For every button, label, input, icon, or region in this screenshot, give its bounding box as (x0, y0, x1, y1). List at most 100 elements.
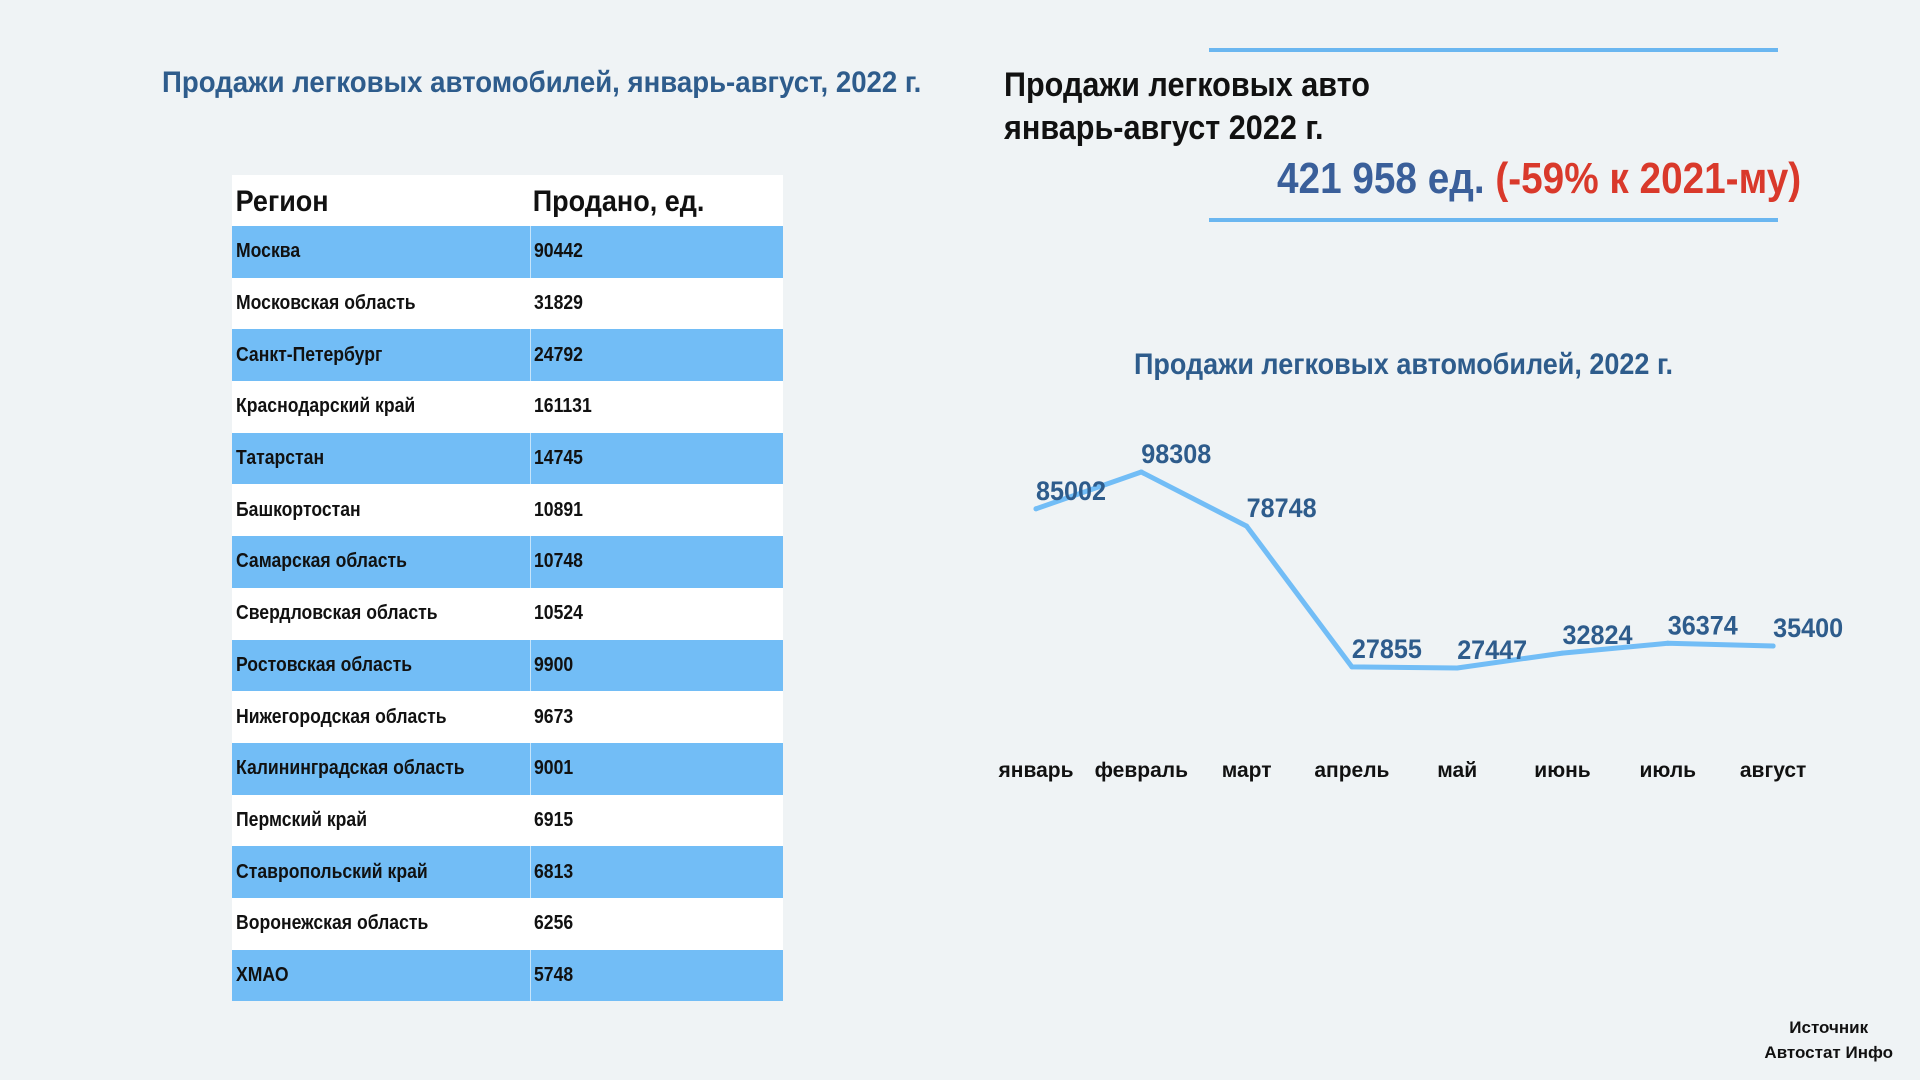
summary-value: 421 958 ед. (-59% к 2021-му) (1277, 154, 1801, 204)
sold-cell: 6813 (530, 846, 579, 898)
data-label: 27855 (1352, 634, 1422, 664)
table-row: Ставропольский край 6813 (232, 846, 783, 898)
sold-cell: 6256 (530, 897, 579, 950)
data-point (1138, 469, 1144, 475)
table-row: Краснодарский край 161131 (232, 381, 783, 433)
data-label: 35400 (1773, 613, 1843, 643)
x-tick-label: май (1437, 759, 1477, 782)
region-cell: Ставропольский край (232, 846, 530, 898)
table-body: Москва 90442 Московская область 31829 Санкт-… (232, 226, 783, 1002)
sold-cell: 10524 (530, 587, 590, 640)
region-name: ХМАО (236, 963, 289, 986)
summary-title-line1: Продажи легковых авто (1004, 66, 1370, 104)
data-point (1033, 506, 1039, 512)
region-cell: Самарская область (232, 536, 530, 588)
sold-value: 161131 (534, 395, 592, 418)
region-cell: Нижегородская область (232, 691, 530, 743)
sold-value: 10891 (534, 498, 583, 521)
header-region: Регион (235, 185, 329, 218)
x-tick-label: июнь (1534, 759, 1591, 782)
regional-sales-table: Регион Продано, ед. Москва 90442 Московска… (232, 175, 783, 1002)
data-point (1454, 665, 1460, 671)
region-name: Татарстан (236, 447, 325, 470)
table-row: Татарстан 14745 (232, 432, 783, 485)
table-row: Ростовская область 9900 (232, 639, 783, 692)
data-point (1665, 640, 1671, 646)
table-row: Калининградская область 9001 (232, 742, 783, 795)
table-row: ХМАО 5748 (232, 949, 783, 1002)
sold-cell: 9673 (530, 691, 579, 743)
sold-cell: 5748 (530, 949, 579, 1002)
change-vs-2021: (-59% к 2021-му) (1495, 154, 1802, 203)
data-label: 78748 (1247, 493, 1317, 523)
data-label: 27447 (1457, 635, 1527, 665)
sold-cell: 9900 (530, 639, 579, 692)
sales-series-line (1033, 469, 1776, 671)
sold-cell: 10748 (530, 536, 590, 588)
region-cell: Краснодарский край (232, 381, 530, 433)
region-name: Нижегородская область (236, 705, 447, 728)
sold-value: 10748 (534, 550, 583, 573)
region-name: Башкортостан (236, 498, 361, 521)
table-row: Самарская область 10748 (232, 536, 783, 588)
table-row: Московская область 31829 (232, 277, 783, 330)
source-note: Источник Автостат Инфо (1764, 1015, 1893, 1065)
bottom-divider (1209, 218, 1778, 222)
region-cell: Башкортостан (232, 484, 530, 536)
sold-value: 6256 (534, 912, 574, 935)
table-header: Регион Продано, ед. (232, 175, 783, 226)
summary-title: Продажи легковых авто январь-август 2022… (1004, 64, 1370, 150)
region-cell: Ростовская область (232, 640, 530, 692)
region-name: Воронежская область (236, 912, 429, 935)
sold-cell: 90442 (530, 226, 590, 278)
table-row: Свердловская область 10524 (232, 587, 783, 640)
header-sold: Продано, ед. (532, 185, 705, 218)
region-cell: Свердловская область (232, 588, 530, 640)
source-label: Источник (1789, 1018, 1869, 1037)
sold-value: 6813 (534, 860, 574, 883)
sold-cell: 9001 (530, 742, 579, 795)
sold-cell: 6915 (530, 794, 579, 847)
sold-value: 24792 (534, 343, 583, 366)
sold-value: 90442 (534, 240, 583, 263)
region-name: Пермский край (236, 808, 368, 831)
chart-title: Продажи легковых автомобилей, 2022 г. (1134, 348, 1673, 381)
region-cell: Московская область (232, 278, 530, 330)
x-tick-label: июль (1640, 759, 1697, 782)
data-label: 36374 (1668, 610, 1738, 640)
sold-value: 9673 (534, 705, 574, 728)
region-cell: ХМАО (232, 950, 530, 1002)
x-tick-label: апрель (1314, 759, 1389, 782)
sold-cell: 31829 (530, 277, 590, 330)
table-row: Москва 90442 (232, 226, 783, 278)
region-name: Московская область (236, 292, 416, 315)
x-tick-label: август (1740, 759, 1806, 782)
total-units: 421 958 ед. (1277, 154, 1485, 203)
data-point (1244, 523, 1250, 529)
data-point (1560, 650, 1565, 656)
data-label: 98308 (1141, 439, 1211, 469)
region-name: Свердловская область (236, 602, 438, 625)
sold-value: 5748 (534, 963, 574, 986)
region-name: Москва (236, 240, 301, 263)
region-name: Ростовская область (236, 653, 413, 676)
sold-value: 14745 (534, 447, 583, 470)
sold-cell: 10891 (530, 484, 590, 537)
sold-value: 10524 (534, 602, 583, 625)
x-tick-label: март (1222, 759, 1272, 782)
source-name: Автостат Инфо (1764, 1043, 1893, 1062)
region-name: Калининградская область (236, 757, 465, 780)
sold-cell: 161131 (530, 381, 600, 433)
x-tick-label: январь (998, 759, 1074, 782)
top-divider (1209, 48, 1778, 52)
table-row: Санкт-Петербург 24792 (232, 329, 783, 382)
data-label: 32824 (1563, 620, 1633, 650)
data-point (1770, 643, 1776, 649)
x-tick-label: февраль (1095, 759, 1189, 782)
data-label: 85002 (1036, 476, 1106, 506)
region-name: Самарская область (236, 550, 407, 573)
table-row: Воронежская область 6256 (232, 897, 783, 950)
sold-value: 9001 (534, 757, 574, 780)
region-cell: Санкт-Петербург (232, 329, 530, 381)
